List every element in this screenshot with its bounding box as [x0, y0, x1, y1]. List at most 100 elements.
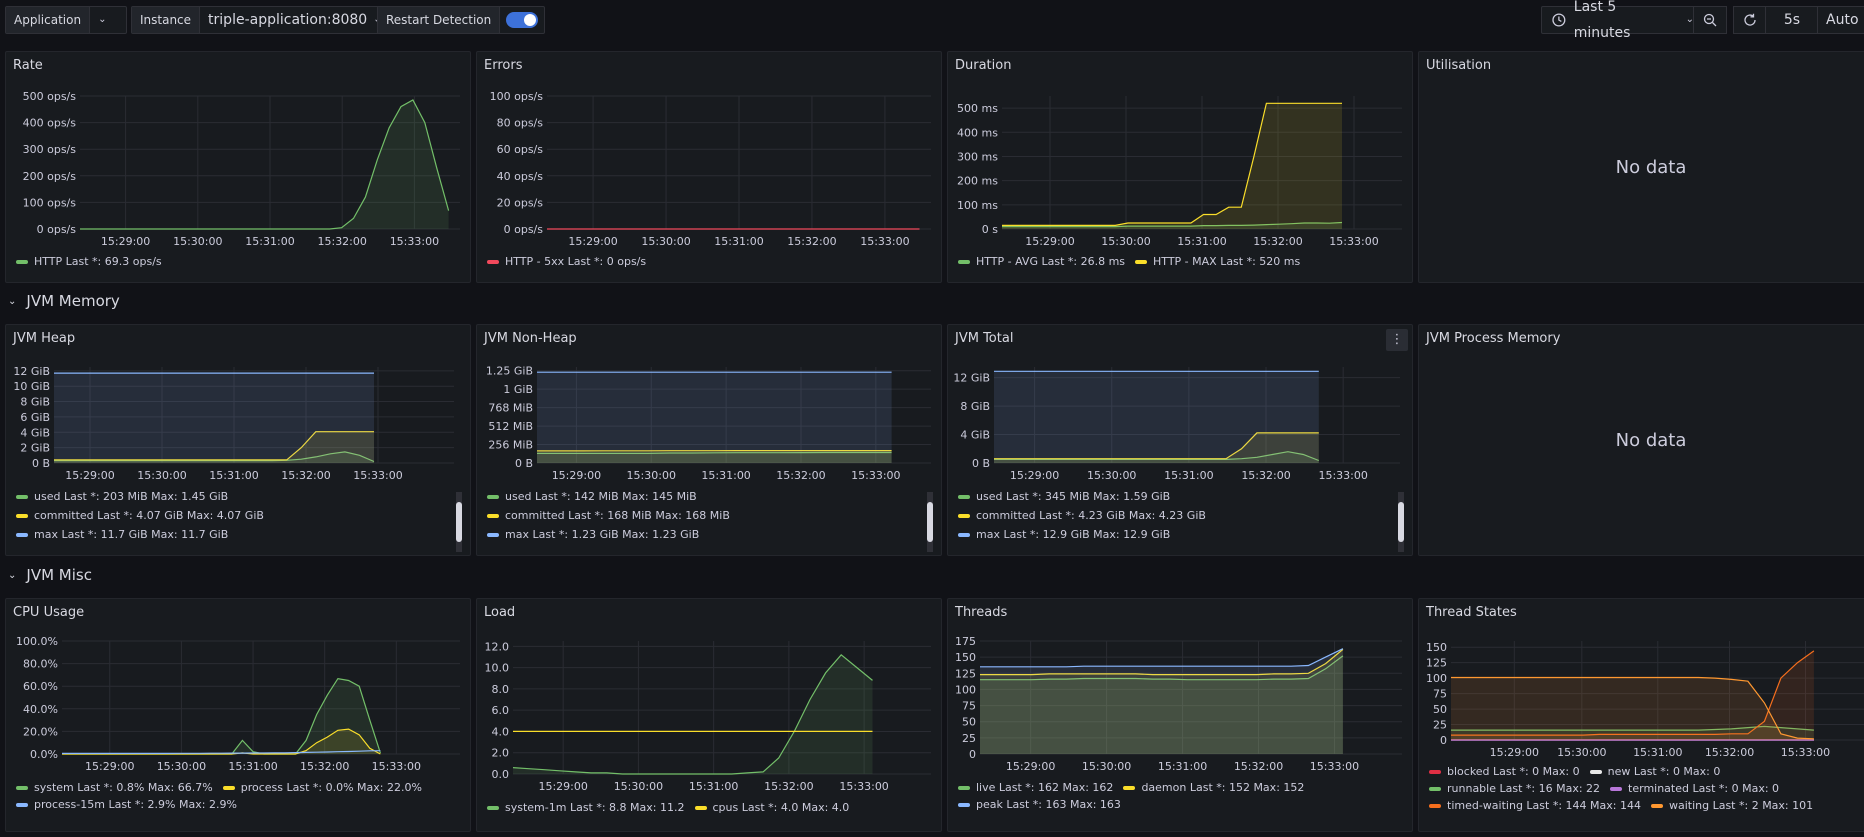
legend-swatch [1610, 786, 1623, 791]
y-tick-label: 25 [1433, 719, 1447, 732]
legend-item[interactable]: live Last *: 162 Max: 162 [958, 781, 1113, 794]
legend-item[interactable]: used Last *: 142 MiB Max: 145 MiB [487, 490, 921, 503]
time-range-picker[interactable]: Last 5 minutes ⌄ [1541, 0, 1695, 41]
row-title: JVM Misc [26, 566, 92, 584]
legend-item[interactable]: used Last *: 203 MiB Max: 1.45 GiB [16, 490, 450, 503]
series-line-process-15m[interactable] [62, 750, 381, 754]
chart-nonheap[interactable]: 1.25 GiB 1 GiB 768 MiB 512 MiB 256 MiB 0 B 15:… [477, 325, 941, 490]
legend-item[interactable]: max Last *: 1.23 GiB Max: 1.23 GiB [487, 528, 921, 541]
panel-rate[interactable]: Rate 500 ops/s 400 ops/s 300 ops/s 200 ops/s… [5, 51, 471, 283]
legend-label: max Last *: 12.9 GiB Max: 12.9 GiB [976, 528, 1171, 541]
legend-label: timed-waiting Last *: 144 Max: 144 [1447, 799, 1641, 812]
panel-cpu[interactable]: CPU Usage 100.0% 80.0% 60.0% 40.0% 20.0% 0.0% 1… [5, 598, 471, 832]
restart-detection-label: Restart Detection [378, 7, 501, 33]
legend-label: committed Last *: 4.07 GiB Max: 4.07 GiB [34, 509, 264, 522]
legend-item[interactable]: process-15m Last *: 2.9% Max: 2.9% [16, 798, 237, 811]
restart-detection-variable[interactable]: Restart Detection [377, 6, 546, 34]
chart-legend: HTTP - AVG Last *: 26.8 ms HTTP - MAX Las… [958, 255, 1392, 268]
panel-utilisation[interactable]: Utilisation No data [1418, 51, 1864, 283]
legend-item[interactable]: peak Last *: 163 Max: 163 [958, 798, 1121, 811]
legend-item[interactable]: terminated Last *: 0 Max: 0 [1610, 782, 1779, 795]
panel-total[interactable]: JVM Total ⋮ 12 GiB 8 GiB 4 GiB 0 B 15:29:00 15:… [947, 324, 1413, 556]
legend-item[interactable]: new Last *: 0 Max: 0 [1589, 765, 1720, 778]
panel-heap[interactable]: JVM Heap 12 GiB 10 GiB 8 GiB 6 GiB 4 GiB 2 GiB… [5, 324, 471, 556]
legend-item[interactable]: timed-waiting Last *: 144 Max: 144 [1429, 799, 1641, 812]
legend-item[interactable]: HTTP - AVG Last *: 26.8 ms [958, 255, 1125, 268]
legend-item[interactable]: committed Last *: 4.23 GiB Max: 4.23 GiB [958, 509, 1392, 522]
legend-scrollbar[interactable] [456, 492, 462, 552]
y-tick-label: 1 GiB [503, 383, 533, 396]
chart-load[interactable]: 12.0 10.0 8.0 6.0 4.0 2.0 0.0 15:29:00 15:30:00 1… [477, 599, 941, 801]
zoom-out-button[interactable] [1693, 6, 1727, 34]
x-tick-label: 15:32:00 [281, 469, 330, 482]
chart-thread-states[interactable]: 150 125 100 75 50 25 0 15:29:00 15:30:00 15:31:00… [1419, 599, 1864, 765]
instance-select[interactable]: triple-application:8080⌄ [200, 7, 390, 33]
legend-scrollbar[interactable] [1398, 492, 1404, 552]
legend-item[interactable]: waiting Last *: 2 Max: 101 [1650, 799, 1813, 812]
panel-errors[interactable]: Errors 100 ops/s 80 ops/s 60 ops/s 40 ops/s 2… [476, 51, 942, 283]
instance-variable[interactable]: Instance triple-application:8080⌄ [131, 6, 391, 34]
panel-load[interactable]: Load 12.0 10.0 8.0 6.0 4.0 2.0 0.0 15:29:00 15:30… [476, 598, 942, 832]
legend-item[interactable]: process Last *: 0.0% Max: 22.0% [222, 781, 422, 794]
chart-errors[interactable]: 100 ops/s 80 ops/s 60 ops/s 40 ops/s 20 ops/… [477, 52, 941, 255]
refresh-interval[interactable]: 5s [1765, 6, 1819, 34]
x-tick-label: 15:32:00 [1241, 469, 1290, 482]
series-line-committed[interactable] [994, 432, 1319, 460]
series-line-used[interactable] [54, 451, 375, 463]
series-line-timed-waiting[interactable] [1451, 650, 1815, 736]
legend-item[interactable]: committed Last *: 4.07 GiB Max: 4.07 GiB [16, 509, 450, 522]
chart-heap[interactable]: 12 GiB 10 GiB 8 GiB 6 GiB 4 GiB 2 GiB 0 B 15:29… [6, 325, 470, 490]
y-tick-label: 20 ops/s [497, 196, 544, 209]
legend-item[interactable]: max Last *: 12.9 GiB Max: 12.9 GiB [958, 528, 1392, 541]
series-line-http-avg[interactable] [1002, 221, 1343, 228]
refresh-button[interactable] [1733, 6, 1767, 34]
legend-item[interactable]: runnable Last *: 16 Max: 22 [1429, 782, 1600, 795]
y-tick-label: 300 ops/s [23, 143, 77, 156]
application-variable[interactable]: Application ⌄ [5, 6, 128, 34]
series-line-committed[interactable] [54, 431, 374, 461]
legend-item[interactable]: committed Last *: 168 MiB Max: 168 MiB [487, 509, 921, 522]
panel-title: Utilisation [1426, 58, 1492, 73]
series-line-used[interactable] [537, 451, 892, 454]
panel-duration[interactable]: Duration 500 ms 400 ms 300 ms 200 ms 100 ms 0 … [947, 51, 1413, 283]
series-line-live[interactable] [980, 648, 1344, 676]
legend-item[interactable]: HTTP - 5xx Last *: 0 ops/s [487, 255, 646, 268]
legend-swatch [1429, 803, 1441, 808]
series-line-waiting[interactable] [1451, 676, 1814, 740]
series-line-daemon[interactable] [980, 655, 1344, 681]
chart-threads[interactable]: 175 150 125 100 75 50 25 0 15:29:00 15:30:00 15:31… [948, 599, 1412, 781]
series-line-runnable[interactable] [1451, 725, 1814, 731]
auto-button[interactable]: Auto [1817, 6, 1864, 34]
chart-cpu[interactable]: 100.0% 80.0% 60.0% 40.0% 20.0% 0.0% 15:29:00 15… [6, 599, 470, 781]
series-line-http-max[interactable] [1002, 102, 1342, 226]
legend-item[interactable]: max Last *: 11.7 GiB Max: 11.7 GiB [16, 528, 450, 541]
legend-scrollbar[interactable] [927, 492, 933, 552]
chart-duration[interactable]: 500 ms 400 ms 300 ms 200 ms 100 ms 0 s 15:29:0… [948, 52, 1412, 255]
legend-item[interactable]: system Last *: 0.8% Max: 66.7% [16, 781, 213, 794]
panel-threads[interactable]: Threads 175 150 125 100 75 50 25 0 15:29:00 15:30:… [947, 598, 1413, 832]
series-line-http[interactable] [80, 99, 450, 230]
panel-process-mem[interactable]: JVM Process Memory No data [1418, 324, 1864, 556]
series-line-peak[interactable] [980, 648, 1344, 668]
panel-thread-states[interactable]: Thread States 150 125 100 75 50 25 0 15:29:00 15:… [1418, 598, 1864, 832]
restart-detection-toggle[interactable] [506, 12, 539, 28]
series-area-http-max [1002, 103, 1342, 229]
chart-rate[interactable]: 500 ops/s 400 ops/s 300 ops/s 200 ops/s 100 … [6, 52, 470, 255]
legend-item[interactable]: daemon Last *: 152 Max: 152 [1123, 781, 1304, 794]
row-jvm-misc[interactable]: ⌄ JVM Misc [8, 566, 92, 584]
series-line-used[interactable] [994, 451, 1320, 462]
chart-total[interactable]: 12 GiB 8 GiB 4 GiB 0 B 15:29:00 15:30:00 15:31… [948, 325, 1412, 490]
legend-item[interactable]: blocked Last *: 0 Max: 0 [1429, 765, 1580, 778]
row-jvm-memory[interactable]: ⌄ JVM Memory [8, 292, 120, 310]
panel-menu-icon[interactable]: ⋮ [1386, 329, 1408, 351]
legend-item[interactable]: HTTP - MAX Last *: 520 ms [1135, 255, 1300, 268]
legend-item[interactable]: HTTP Last *: 69.3 ops/s [16, 255, 162, 268]
legend-item[interactable]: cpus Last *: 4.0 Max: 4.0 [694, 801, 849, 814]
legend-item[interactable]: system-1m Last *: 8.8 Max: 11.2 [487, 801, 685, 814]
row-title: JVM Memory [26, 292, 120, 310]
series-area-committed [994, 432, 1319, 463]
panel-nonheap[interactable]: JVM Non-Heap 1.25 GiB 1 GiB 768 MiB 512 MiB 2… [476, 324, 942, 556]
application-select[interactable]: ⌄ [90, 7, 126, 33]
legend-item[interactable]: used Last *: 345 MiB Max: 1.59 GiB [958, 490, 1392, 503]
series-line-system-1m[interactable] [512, 653, 873, 775]
